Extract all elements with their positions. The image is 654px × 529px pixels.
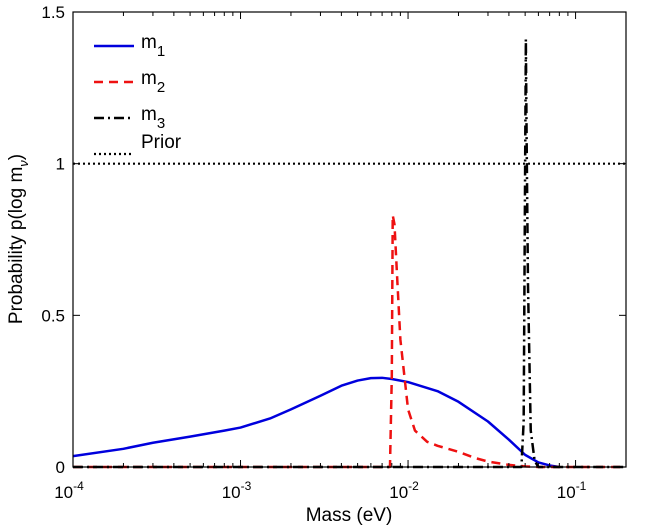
plot-frame [72, 11, 627, 468]
x-tick-label-base: 10 [389, 483, 408, 502]
y-tick-label: 1 [56, 155, 65, 174]
series-line-m3 [73, 38, 626, 469]
x-tick-label-base: 10 [222, 483, 241, 502]
legend-label-subscript: 3 [157, 115, 165, 132]
plot-background [73, 12, 626, 467]
x-axis-label: Mass (eV) [306, 505, 393, 526]
legend-label-name: m [141, 32, 157, 53]
y-tick-label: 0.5 [41, 306, 65, 325]
x-tick-label-base: 10 [557, 483, 576, 502]
y-axis-label-main: Probability p(log m [6, 167, 27, 324]
series-line-m2 [73, 213, 626, 469]
y-axis-label-close: ) [6, 154, 27, 160]
tick-layer: 10-4 10-3 10-2 10-100.511.5 [41, 3, 627, 502]
y-tick-label: 0 [56, 458, 65, 477]
legend-label-name: Prior [141, 132, 182, 153]
legend-label-name: m [141, 68, 157, 89]
legend-label: m2 [141, 68, 165, 96]
x-tick-label: 10-4 [54, 479, 84, 502]
series-line-m1 [72, 376, 560, 469]
legend-label: Prior [141, 132, 182, 153]
legend-label-subscript: 2 [157, 79, 165, 96]
y-axis-label: Probability p(log mν) [6, 154, 31, 324]
series-layer [72, 38, 626, 469]
x-tick-label-exponent: -2 [408, 479, 419, 493]
legend-label: m3 [141, 104, 165, 132]
x-tick-label-exponent: -4 [73, 479, 84, 493]
x-tick-label: 10-1 [557, 479, 587, 502]
x-tick-label: 10-2 [389, 479, 419, 502]
x-tick-label: 10-3 [222, 479, 252, 502]
x-tick-label-exponent: -1 [576, 479, 587, 493]
legend-label: m1 [141, 32, 165, 60]
x-tick-label-base: 10 [54, 483, 73, 502]
x-tick-label-exponent: -3 [241, 479, 252, 493]
legend-label-subscript: 1 [157, 43, 165, 60]
legend-label-name: m [141, 104, 157, 125]
y-axis-label-subscript: ν [16, 160, 31, 167]
y-tick-label: 1.5 [41, 3, 65, 22]
